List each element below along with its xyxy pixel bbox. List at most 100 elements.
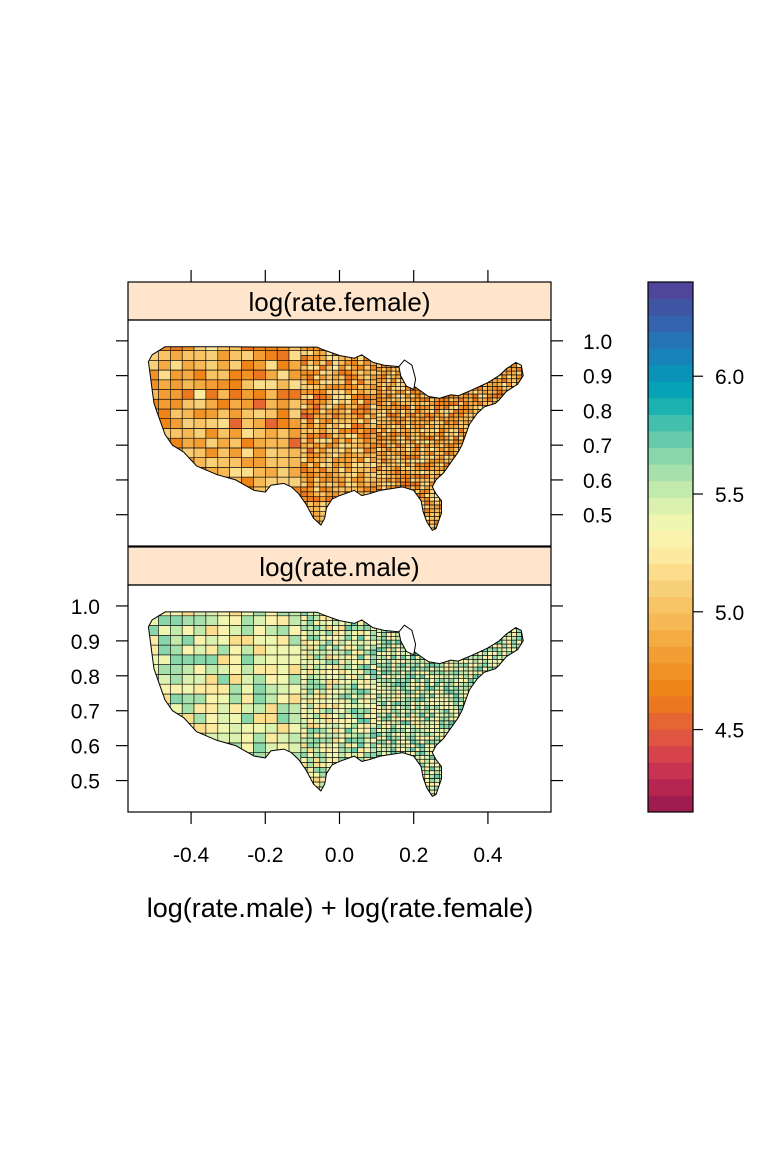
county-cell <box>313 457 321 463</box>
county-cell <box>313 447 321 454</box>
county-cell <box>385 346 392 349</box>
county-cell <box>453 458 459 464</box>
county-cell <box>158 515 171 527</box>
county-cell <box>438 751 445 756</box>
county-cell <box>344 678 352 685</box>
county-cell <box>492 496 498 502</box>
county-cell <box>276 791 290 797</box>
county-cell <box>229 457 242 468</box>
county-cell <box>443 701 450 706</box>
county-cell <box>405 785 411 791</box>
county-cell <box>376 458 382 464</box>
county-cell <box>276 369 290 381</box>
county-cell <box>438 346 445 349</box>
county-cell <box>363 379 371 385</box>
county-cell <box>419 451 426 456</box>
county-cell <box>170 437 183 449</box>
county-cell <box>385 697 392 702</box>
county-cell <box>376 382 382 387</box>
county-cell <box>511 793 517 797</box>
county-cell <box>325 418 333 424</box>
county-cell <box>229 428 242 439</box>
county-cell <box>434 347 440 353</box>
county-cell <box>158 447 171 458</box>
county-cell <box>381 466 387 471</box>
county-cell <box>492 701 498 706</box>
county-cell <box>410 611 416 614</box>
county-cell <box>463 363 469 368</box>
county-cell <box>319 791 327 797</box>
county-cell <box>376 347 382 353</box>
county-cell <box>516 685 522 691</box>
county-cell <box>253 722 266 734</box>
county-cell <box>370 341 376 346</box>
county-cell <box>463 674 469 679</box>
county-cell <box>148 346 159 351</box>
county-cell <box>453 386 459 391</box>
county-cell <box>501 470 508 475</box>
county-cell <box>319 683 327 690</box>
county-cell <box>357 796 365 797</box>
county-cell <box>443 793 450 797</box>
county-cell <box>405 428 411 433</box>
county-cell <box>385 682 392 687</box>
county-cell <box>217 752 231 763</box>
county-cell <box>395 470 401 475</box>
county-cell <box>319 718 327 724</box>
county-cell <box>496 682 503 687</box>
county-cell <box>300 722 308 729</box>
county-cell <box>390 474 397 479</box>
county-cell <box>410 708 416 714</box>
county-cell <box>338 791 346 797</box>
county-cell <box>453 477 459 483</box>
county-cell <box>448 389 455 395</box>
county-cell <box>448 689 455 695</box>
county-cell <box>410 720 416 726</box>
county-cell <box>369 462 377 468</box>
county-cell <box>467 378 474 383</box>
county-cell <box>492 766 498 772</box>
county-cell <box>458 766 464 772</box>
county-cell <box>472 420 479 425</box>
county-cell <box>482 447 488 452</box>
county-cell <box>511 758 517 764</box>
county-cell <box>363 781 371 788</box>
county-cell <box>325 634 333 641</box>
county-cell <box>458 504 464 510</box>
county-cell <box>453 443 459 448</box>
county-cell <box>332 379 340 385</box>
county-cell <box>472 635 479 641</box>
county-cell <box>381 359 387 364</box>
county-cell <box>496 747 503 752</box>
county-cell <box>193 664 207 675</box>
county-cell <box>492 708 498 714</box>
county-cell <box>369 374 377 381</box>
county-cell <box>306 683 314 690</box>
county-cell <box>381 481 387 487</box>
county-cell <box>520 755 524 760</box>
county-cell <box>376 766 382 772</box>
county-cell <box>429 439 435 445</box>
county-cell <box>351 389 358 395</box>
county-cell <box>467 474 474 479</box>
county-cell <box>501 716 508 722</box>
county-cell <box>482 347 488 353</box>
county-cell <box>443 485 450 490</box>
county-cell <box>205 654 219 665</box>
county-cell <box>381 351 387 357</box>
county-cell <box>477 662 483 668</box>
county-cell <box>325 525 333 531</box>
county-cell <box>241 398 254 410</box>
county-cell <box>148 437 159 449</box>
county-cell <box>158 369 171 381</box>
county-cell <box>158 771 171 783</box>
county-cell <box>511 443 517 448</box>
county-cell <box>458 382 464 387</box>
county-cell <box>453 519 459 525</box>
county-cell <box>496 770 503 775</box>
county-cell <box>458 770 464 775</box>
county-cell <box>241 791 254 797</box>
county-cell <box>506 716 512 722</box>
county-cell <box>301 606 307 611</box>
county-cell <box>511 470 517 475</box>
